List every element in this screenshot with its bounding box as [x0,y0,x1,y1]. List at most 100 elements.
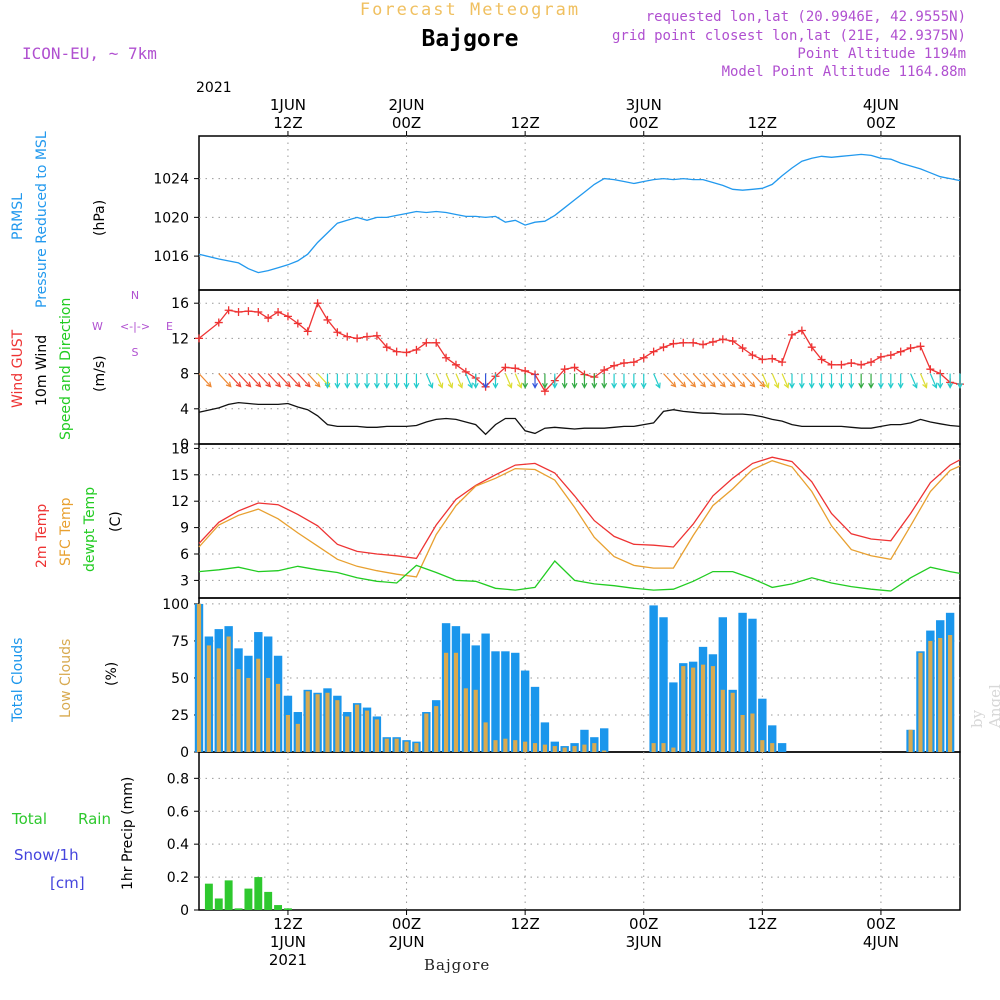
gust-marker [560,365,569,374]
wind-arrow-head [482,382,489,389]
gust-marker [224,306,233,315]
wind-direction-arrow [228,373,242,388]
top-time-label: 00Z [629,114,658,132]
wind-arrow-head [304,381,311,388]
y-tick-label: 3 [180,573,189,589]
gust-marker [797,326,806,335]
gust-marker [778,358,787,367]
low-cloud-bar [364,710,370,752]
wind-arrow-head [611,382,618,389]
rain-label: Rain [78,810,111,828]
low-cloud-bar [345,716,350,752]
gust-marker [639,353,648,362]
gust-marker [244,307,253,316]
grid-coords: grid point closest lon,lat (21E, 42.9375… [611,28,966,44]
y-tick-label: 8 [180,367,189,383]
low-cloud-bar [552,746,557,752]
wind-arrow-head [285,381,291,388]
wind-arrow-head [858,382,865,389]
y-tick-label: 50 [171,671,189,687]
gust-marker [906,344,915,353]
wind-direction-arrow [455,373,463,388]
total-cloud-bar [768,725,777,752]
top-date-label: 2JUN [388,96,424,114]
low-cloud-bar [483,722,488,752]
gust-marker [659,343,668,352]
wind-arrow-head [225,381,232,388]
gust-marker [748,351,757,360]
y-tick-label: 4 [180,402,189,418]
y-tick-label: 0.4 [167,837,189,853]
low-cloud-bar [493,740,498,752]
wind-arrow-head [680,381,687,388]
wind-arrow-head [912,382,918,389]
low-cloud-bar [908,729,913,752]
low-cloud-bar [295,723,300,752]
y-tick-label: 0.2 [167,870,189,886]
top-time-label: 12Z [273,114,302,132]
low-cloud-bar [592,743,597,752]
low-cloud-bar [305,691,310,752]
wind-direction-arrow [732,373,746,388]
low-cloud-bar [285,714,291,752]
low-cloud-bar [453,652,459,752]
rain-bar [264,891,273,910]
wind-direction-arrow [297,373,311,388]
wind-arrow-head [937,382,944,389]
gust-marker [293,319,302,328]
y-tick-label: 1016 [153,249,189,265]
wind-direction-arrow [238,373,251,388]
wind-arrow-head [868,382,874,389]
rain-bar [244,888,253,910]
wind-arrow-head [314,381,321,388]
gust-marker [817,355,826,364]
gust-line [198,301,961,393]
y-tick-label: 0.8 [167,771,189,787]
bottom-time-label: 12Z [748,915,777,933]
wind-arrow-head [428,382,434,389]
y-tick-label: 25 [171,708,189,724]
total-cloud-bar [758,698,767,752]
gust-marker [195,334,203,343]
wind-direction-arrow [722,373,736,388]
gust-marker [333,328,342,337]
pressure-line [198,153,961,274]
wind-arrow-head [437,382,444,389]
low-cloud-bar [424,713,429,752]
wind-direction-arrow [465,373,473,388]
low-cloud-bar [394,738,399,752]
bottom-time-label: 00Z [866,915,895,933]
low-cloud-bar [384,738,389,752]
wind-arrow-head [808,382,815,389]
wind-arrow-head [719,381,726,388]
low-cloud-bar [275,683,281,752]
pressure-label-1: PRMSL [10,193,26,240]
wind-arrow-head [507,382,513,389]
low-cloud-bar [523,741,528,752]
bottom-date-label: 1JUN [270,933,306,951]
watermark: by Angel [968,684,1000,728]
precip-unit: 1hr Precip (mm) [120,776,136,890]
y-tick-label: 18 [171,441,189,457]
dewpt-label: dewpt Temp [82,486,98,572]
wind-direction-arrow [752,373,765,388]
gust-marker [372,331,381,340]
wind-direction-arrow [277,373,291,388]
wind-arrow-head [373,382,380,389]
gust-marker [600,366,609,375]
gust-marker [283,312,292,321]
wind-arrow-head [541,382,548,389]
wind-arrow-head [922,382,928,389]
wind-arrow-head [749,381,756,388]
wind-gust-label: Wind GUST [10,329,26,408]
y-tick-label: 0 [180,437,189,453]
y-tick-label: 0.6 [167,804,189,820]
wind-direction-arrow [287,373,301,388]
gust-marker [412,345,421,354]
t2m-label: 2m Temp [34,503,50,568]
total-cloud-bar [669,682,678,752]
y-tick-label: 1024 [153,172,189,188]
compass-s: S [132,346,139,359]
total-cloud-bar [540,722,550,752]
top-date-label: 1JUN [270,96,306,114]
